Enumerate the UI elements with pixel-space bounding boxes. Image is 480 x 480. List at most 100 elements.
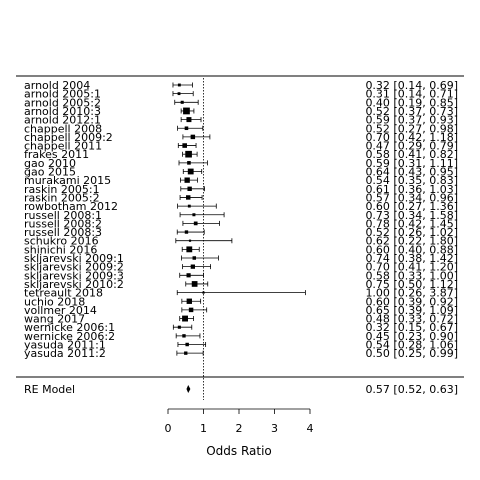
study-row: wernicke 2006:2 0.45 [0.23, 0.90] xyxy=(24,330,458,343)
effect-size-text: 0.59 [0.37, 0.93] xyxy=(365,114,458,127)
study-row: skljarevski 2009:3 0.58 [0.33, 1.00] xyxy=(24,269,458,282)
study-row: skljarevski 2009:2 0.70 [0.41, 1.20] xyxy=(24,261,458,274)
point-estimate xyxy=(184,230,189,234)
study-label: raskin 2005:1 xyxy=(24,183,100,196)
point-estimate xyxy=(185,342,189,347)
point-estimate xyxy=(177,83,181,87)
effect-size-text: 0.78 [0.42, 1.45] xyxy=(365,217,458,230)
study-label: skljarevski 2010:2 xyxy=(24,278,124,291)
point-estimate xyxy=(192,213,196,217)
point-estimate xyxy=(184,177,190,183)
summary-diamond xyxy=(186,385,191,393)
study-label: russell 2008:1 xyxy=(24,209,102,222)
effect-size-text: 0.60 [0.39, 0.92] xyxy=(365,295,458,308)
effect-size-text: 0.54 [0.28, 1.06] xyxy=(365,339,458,352)
point-estimate xyxy=(188,239,192,242)
effect-size-text: 0.54 [0.35, 0.83] xyxy=(365,174,458,187)
study-label: frakes 2011 xyxy=(24,148,89,161)
summary-effect-text: 0.57 [0.52, 0.63] xyxy=(365,383,458,396)
effect-size-text: 0.40 [0.19, 0.85] xyxy=(365,96,458,109)
study-row: russell 2008:3 0.52 [0.26, 1.02] xyxy=(24,226,458,239)
study-row: chappell 2008 0.52 [0.27, 0.98] xyxy=(24,122,458,135)
study-row: russell 2008:2 0.78 [0.42, 1.45] xyxy=(24,217,458,230)
study-row: arnold 2004 0.32 [0.14, 0.69] xyxy=(24,79,458,92)
study-row: schukro 2016 0.62 [0.22, 1.80] xyxy=(24,235,458,248)
effect-size-text: 0.62 [0.22, 1.80] xyxy=(365,235,458,248)
point-estimate xyxy=(186,246,193,253)
effect-size-text: 0.73 [0.34, 1.58] xyxy=(365,209,458,222)
study-row: skljarevski 2010:2 0.75 [0.50, 1.12] xyxy=(24,278,458,291)
study-row: chappell 2011 0.47 [0.29, 0.79] xyxy=(24,140,458,153)
effect-size-text: 0.59 [0.31, 1.11] xyxy=(365,157,458,170)
effect-size-text: 0.58 [0.33, 1.00] xyxy=(365,269,458,282)
study-label: russell 2008:3 xyxy=(24,226,102,239)
point-estimate xyxy=(187,161,191,165)
point-estimate xyxy=(182,315,188,322)
x-tick-label: 3 xyxy=(271,422,278,435)
point-estimate xyxy=(202,291,205,294)
study-label: schukro 2016 xyxy=(24,235,99,248)
point-estimate xyxy=(191,281,198,287)
study-row: shinichi 2016 0.60 [0.40, 0.88] xyxy=(24,243,458,256)
point-estimate xyxy=(177,325,181,329)
study-row: gao 2010 0.59 [0.31, 1.11] xyxy=(24,157,458,170)
study-row: chappell 2009:2 0.70 [0.42, 1.18] xyxy=(24,131,458,144)
point-estimate xyxy=(193,221,198,226)
study-rows: arnold 2004 0.32 [0.14, 0.69]arnold 2005:… xyxy=(24,79,458,360)
point-estimate xyxy=(182,334,186,338)
x-tick-label: 4 xyxy=(307,422,314,435)
study-row: rowbotham 2012 0.60 [0.27, 1.36] xyxy=(24,200,458,213)
study-label: chappell 2009:2 xyxy=(24,131,113,144)
study-row: wang 2017 0.48 [0.33, 0.72] xyxy=(24,313,458,326)
point-estimate xyxy=(184,351,188,355)
study-label: wernicke 2006:2 xyxy=(24,330,115,343)
study-label: uchio 2018 xyxy=(24,295,85,308)
study-label: russell 2008:2 xyxy=(24,217,102,230)
effect-size-text: 0.48 [0.33, 0.72] xyxy=(365,313,458,326)
point-estimate xyxy=(177,92,181,96)
study-label: skljarevski 2009:1 xyxy=(24,252,124,265)
study-label: shinichi 2016 xyxy=(24,243,97,256)
effect-size-text: 0.52 [0.27, 0.98] xyxy=(365,122,458,135)
point-estimate xyxy=(187,186,192,191)
effect-size-text: 0.45 [0.23, 0.90] xyxy=(365,330,458,343)
point-estimate xyxy=(186,298,192,304)
study-row: murakami 2015 0.54 [0.35, 0.83] xyxy=(24,174,458,187)
effect-size-text: 0.70 [0.42, 1.18] xyxy=(365,131,458,144)
effect-size-text: 0.50 [0.25, 0.99] xyxy=(365,347,458,360)
effect-size-text: 0.32 [0.14, 0.69] xyxy=(365,79,458,92)
point-estimate xyxy=(186,195,191,200)
study-label: vollmer 2014 xyxy=(24,304,97,317)
summary-row: RE Model 0.57 [0.52, 0.63] xyxy=(24,383,458,396)
point-estimate xyxy=(187,168,194,175)
point-estimate xyxy=(190,134,196,140)
study-row: gao 2015 0.64 [0.43, 0.95] xyxy=(24,166,458,179)
x-tick-label: 2 xyxy=(236,422,243,435)
study-label: yasuda 2011:2 xyxy=(24,347,106,360)
summary-label: RE Model xyxy=(24,383,75,396)
study-label: arnold 2004 xyxy=(24,79,90,92)
point-estimate xyxy=(182,143,187,148)
study-label: gao 2015 xyxy=(24,166,76,179)
study-row: arnold 2012:1 0.59 [0.37, 0.93] xyxy=(24,114,458,127)
study-row: tetreault 2018 1.00 [0.26, 3.87] xyxy=(24,287,458,300)
study-label: tetreault 2018 xyxy=(24,287,103,300)
point-estimate xyxy=(180,100,184,104)
study-label: arnold 2010:3 xyxy=(24,105,101,118)
effect-size-text: 0.61 [0.36, 1.03] xyxy=(365,183,458,196)
effect-size-text: 0.32 [0.15, 0.67] xyxy=(365,321,458,334)
study-label: yasuda 2011:1 xyxy=(24,339,106,352)
x-tick-label: 1 xyxy=(200,422,207,435)
effect-size-text: 0.60 [0.40, 0.88] xyxy=(365,243,458,256)
point-estimate xyxy=(184,126,189,131)
study-label: raskin 2005:2 xyxy=(24,191,100,204)
study-row: vollmer 2014 0.65 [0.39, 1.09] xyxy=(24,304,458,317)
study-row: arnold 2005:1 0.31 [0.14, 0.71] xyxy=(24,88,458,101)
effect-size-text: 0.75 [0.50, 1.12] xyxy=(365,278,458,291)
effect-size-text: 0.64 [0.43, 0.95] xyxy=(365,166,458,179)
study-row: yasuda 2011:1 0.54 [0.28, 1.06] xyxy=(24,339,458,352)
point-estimate xyxy=(185,150,192,158)
point-estimate xyxy=(190,264,195,269)
x-axis: 0 1 2 3 4 xyxy=(165,408,314,435)
